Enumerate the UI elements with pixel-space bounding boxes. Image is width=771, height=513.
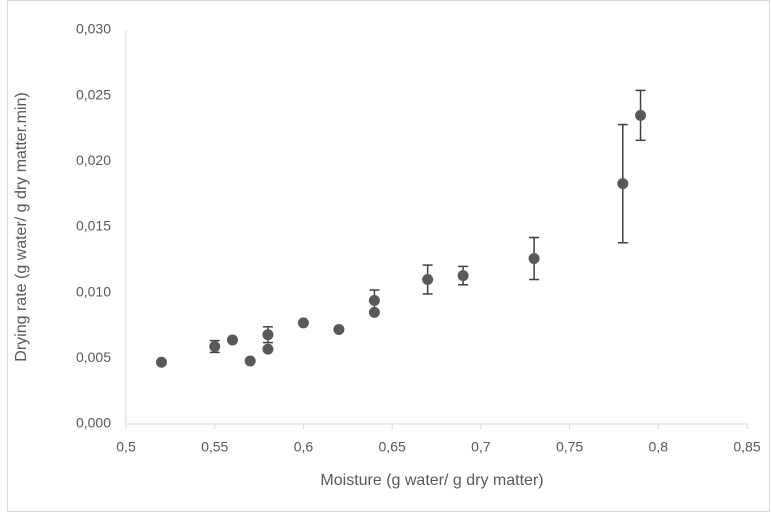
x-tick-label: 0,65 xyxy=(379,439,406,455)
point xyxy=(297,317,309,329)
point xyxy=(333,323,345,335)
y-tick-label: 0,030 xyxy=(76,21,111,37)
point xyxy=(262,343,274,355)
x-tick-label: 0,85 xyxy=(733,439,760,455)
y-tick-label: 0,020 xyxy=(76,152,111,168)
point xyxy=(368,306,380,318)
point xyxy=(617,178,629,190)
y-tick-label: 0,015 xyxy=(76,218,111,234)
point xyxy=(368,295,380,307)
x-tick-label: 0,5 xyxy=(116,439,136,455)
point xyxy=(155,356,167,368)
point xyxy=(262,329,274,341)
chart-frame xyxy=(7,0,770,512)
y-tick-label: 0,025 xyxy=(76,86,111,102)
point xyxy=(635,109,647,121)
y-axis-title: Drying rate (g water/ g dry matter.min) xyxy=(13,92,30,361)
y-tick-label: 0,010 xyxy=(76,283,111,299)
point xyxy=(528,253,540,265)
point xyxy=(209,341,221,353)
x-tick-label: 0,75 xyxy=(556,439,583,455)
point xyxy=(226,334,238,346)
x-axis-title: Moisture (g water/ g dry matter) xyxy=(320,472,543,489)
point xyxy=(422,274,434,286)
x-tick-label: 0,6 xyxy=(294,439,314,455)
y-tick-label: 0,005 xyxy=(76,349,111,365)
point xyxy=(457,270,469,282)
y-tick-label: 0,000 xyxy=(76,415,111,431)
x-tick-label: 0,55 xyxy=(201,439,228,455)
point xyxy=(244,355,256,367)
x-tick-label: 0,8 xyxy=(649,439,669,455)
x-tick-label: 0,7 xyxy=(471,439,491,455)
